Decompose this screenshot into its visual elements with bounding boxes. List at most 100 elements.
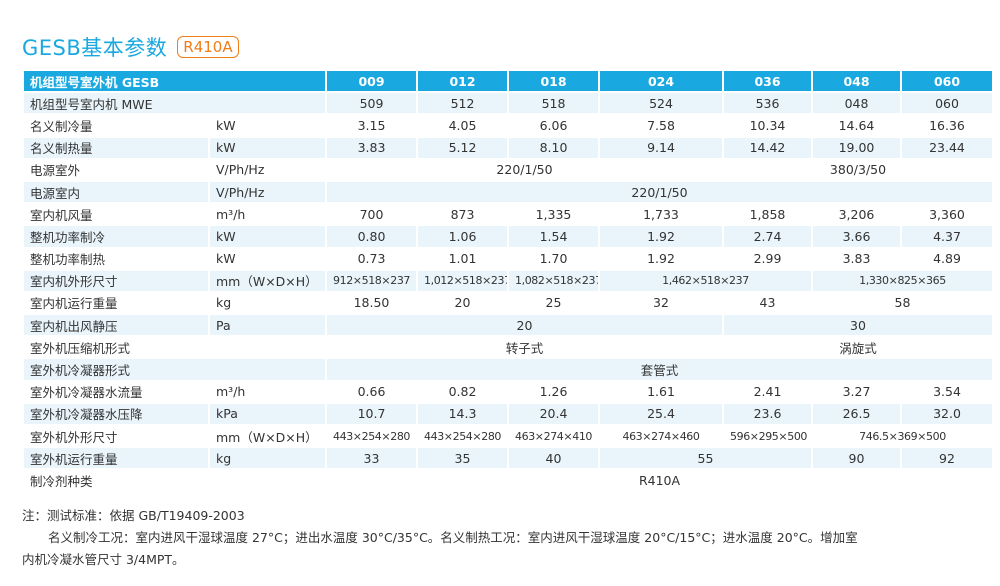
cell: 14.64	[813, 115, 900, 136]
cell: 16.36	[902, 115, 992, 136]
cell: 33	[327, 448, 416, 469]
cell: 90	[813, 448, 900, 469]
cell: 746.5×369×500	[813, 426, 992, 447]
row-unit: m³/h	[210, 204, 325, 225]
cell: 18.50	[327, 292, 416, 314]
cell: 463×274×460	[600, 426, 722, 447]
cell: 1.61	[600, 381, 722, 402]
cell: 转子式	[327, 337, 722, 358]
page-header: GESB基本参数 R410A	[22, 34, 239, 60]
table-row: 室内机风量 m³/h 700 873 1,335 1,733 1,858 3,2…	[24, 204, 992, 225]
cell: 700	[327, 204, 416, 225]
row-label: 整机功率制冷	[24, 226, 208, 247]
cell: 1,335	[509, 204, 598, 225]
table-header-row: 机组型号室外机 GESB 009 012 018 024 036 048 060	[24, 71, 992, 92]
cell: 1.54	[509, 226, 598, 247]
cell: 1,462×518×237	[600, 270, 811, 291]
cell: 1,012×518×237	[418, 270, 507, 291]
cell: 518	[509, 93, 598, 114]
row-unit: kW	[210, 226, 325, 247]
cell: 58	[813, 292, 992, 314]
model-header: 024	[600, 71, 722, 92]
model-header: 048	[813, 71, 900, 92]
table-row: 整机功率制热 kW 0.73 1.01 1.70 1.92 2.99 3.83 …	[24, 248, 992, 269]
row-unit: kW	[210, 248, 325, 269]
cell: 涡旋式	[724, 337, 992, 358]
cell: 873	[418, 204, 507, 225]
cell: 1.01	[418, 248, 507, 269]
cell: 509	[327, 93, 416, 114]
cell: 380/3/50	[724, 159, 992, 180]
cell: 14.3	[418, 403, 507, 424]
cell: 0.82	[418, 381, 507, 402]
table-row: 室外机运行重量 kg 33 35 40 55 90 92	[24, 448, 992, 469]
spec-table: 机组型号室外机 GESB 009 012 018 024 036 048 060…	[22, 69, 994, 493]
row-unit: kg	[210, 448, 325, 469]
row-unit: V/Ph/Hz	[210, 181, 325, 203]
cell: 1.26	[509, 381, 598, 402]
cell: 55	[600, 448, 811, 469]
note-line: 注：测试标准：依据 GB/T19409-2003	[22, 508, 245, 523]
model-header: 036	[724, 71, 811, 92]
cell: 1,082×518×237	[509, 270, 598, 291]
refrigerant-badge: R410A	[177, 36, 239, 58]
cell: 25.4	[600, 403, 722, 424]
note-line: 内机冷凝水管尺寸 3/4MPT。	[22, 552, 185, 567]
cell: 0.80	[327, 226, 416, 247]
cell: 26.5	[813, 403, 900, 424]
row-label: 整机功率制热	[24, 248, 208, 269]
row-label: 室外机冷凝器水流量	[24, 381, 208, 402]
row-label: 名义制热量	[24, 137, 208, 158]
table-row: 室外机压缩机形式 转子式 涡旋式	[24, 337, 992, 358]
cell: 220/1/50	[327, 181, 992, 203]
row-unit: mm（W×D×H）	[210, 270, 325, 291]
cell: 0.73	[327, 248, 416, 269]
cell: 3.83	[327, 137, 416, 158]
cell: 443×254×280	[418, 426, 507, 447]
row-label: 室外机压缩机形式	[24, 337, 325, 358]
cell: 10.7	[327, 403, 416, 424]
cell: 20	[418, 292, 507, 314]
cell: 912×518×237	[327, 270, 416, 291]
cell: 23.44	[902, 137, 992, 158]
cell: 3.54	[902, 381, 992, 402]
row-label: 名义制冷量	[24, 115, 208, 136]
row-label: 室外机外形尺寸	[24, 426, 208, 447]
cell: 060	[902, 93, 992, 114]
row-label: 室外机运行重量	[24, 448, 208, 469]
cell: 0.66	[327, 381, 416, 402]
table-row: 室外机冷凝器水流量 m³/h 0.66 0.82 1.26 1.61 2.41 …	[24, 381, 992, 402]
cell: 2.41	[724, 381, 811, 402]
cell: 20	[327, 315, 722, 336]
note-line: 名义制冷工况：室内进风干湿球温度 27°C；进出水温度 30°C/35°C。名义…	[48, 530, 858, 545]
row-label: 室外机冷凝器形式	[24, 359, 325, 380]
cell: 536	[724, 93, 811, 114]
row-unit: kPa	[210, 403, 325, 424]
table-row: 名义制热量 kW 3.83 5.12 8.10 9.14 14.42 19.00…	[24, 137, 992, 158]
cell: 3.66	[813, 226, 900, 247]
cell: 19.00	[813, 137, 900, 158]
table-row: 电源室内 V/Ph/Hz 220/1/50	[24, 181, 992, 203]
table-row: 机组型号室内机 MWE 509 512 518 524 536 048 060	[24, 93, 992, 114]
row-unit: mm（W×D×H）	[210, 426, 325, 447]
notes: 注：测试标准：依据 GB/T19409-2003 名义制冷工况：室内进风干湿球温…	[22, 505, 858, 571]
table-row: 室外机冷凝器形式 套管式	[24, 359, 992, 380]
cell: 35	[418, 448, 507, 469]
cell: 9.14	[600, 137, 722, 158]
cell: 1,330×825×365	[813, 270, 992, 291]
cell: 32	[600, 292, 722, 314]
cell: 1.92	[600, 226, 722, 247]
row-label: 电源室外	[24, 159, 208, 180]
cell: 2.99	[724, 248, 811, 269]
cell: 4.05	[418, 115, 507, 136]
cell: 43	[724, 292, 811, 314]
row-label: 电源室内	[24, 181, 208, 203]
cell: 92	[902, 448, 992, 469]
cell: 220/1/50	[327, 159, 722, 180]
row-label: 室内机风量	[24, 204, 208, 225]
cell: 3.15	[327, 115, 416, 136]
cell: 6.06	[509, 115, 598, 136]
cell: 1.06	[418, 226, 507, 247]
page-title: GESB基本参数	[22, 36, 168, 60]
cell: 3.27	[813, 381, 900, 402]
